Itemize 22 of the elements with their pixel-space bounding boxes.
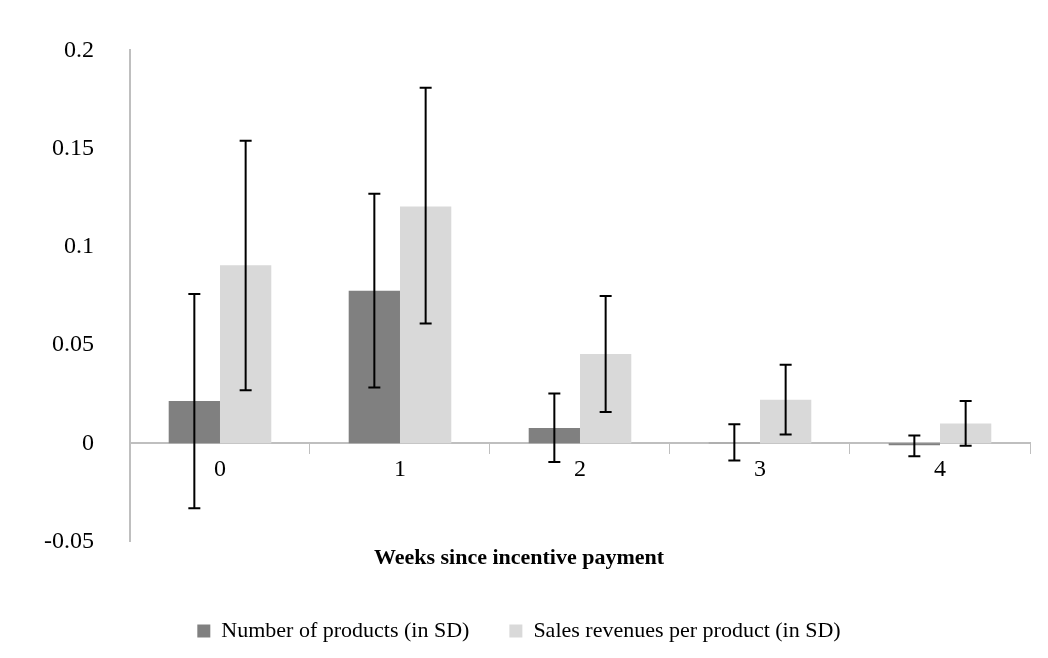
y-tick-label: 0.05 [51, 330, 94, 357]
x-tick-label: 3 [754, 455, 766, 482]
x-tick-label: 1 [393, 455, 406, 482]
bar [219, 265, 272, 444]
x-tick-label: 2 [574, 455, 586, 482]
legend-label: Number of products (in SD) [221, 616, 470, 642]
x-tick-label: 4 [934, 455, 946, 482]
bar [528, 428, 580, 444]
bar [400, 206, 452, 444]
x-tick-label: 0 [213, 455, 226, 482]
y-tick-label: 0.1 [63, 232, 94, 259]
y-tick-label: -0.05 [43, 526, 94, 553]
legend-label: Sales revenues per product (in SD) [533, 616, 841, 642]
bar [580, 353, 632, 444]
bar [348, 290, 400, 444]
y-tick-label: 0.2 [63, 35, 94, 62]
bar [168, 400, 220, 444]
bar [940, 423, 992, 444]
y-tick-label: 0.15 [51, 133, 94, 160]
bar [760, 399, 812, 444]
y-tick-label: 0 [81, 428, 94, 455]
x-axis-title: Weeks since incentive payment [373, 544, 665, 570]
